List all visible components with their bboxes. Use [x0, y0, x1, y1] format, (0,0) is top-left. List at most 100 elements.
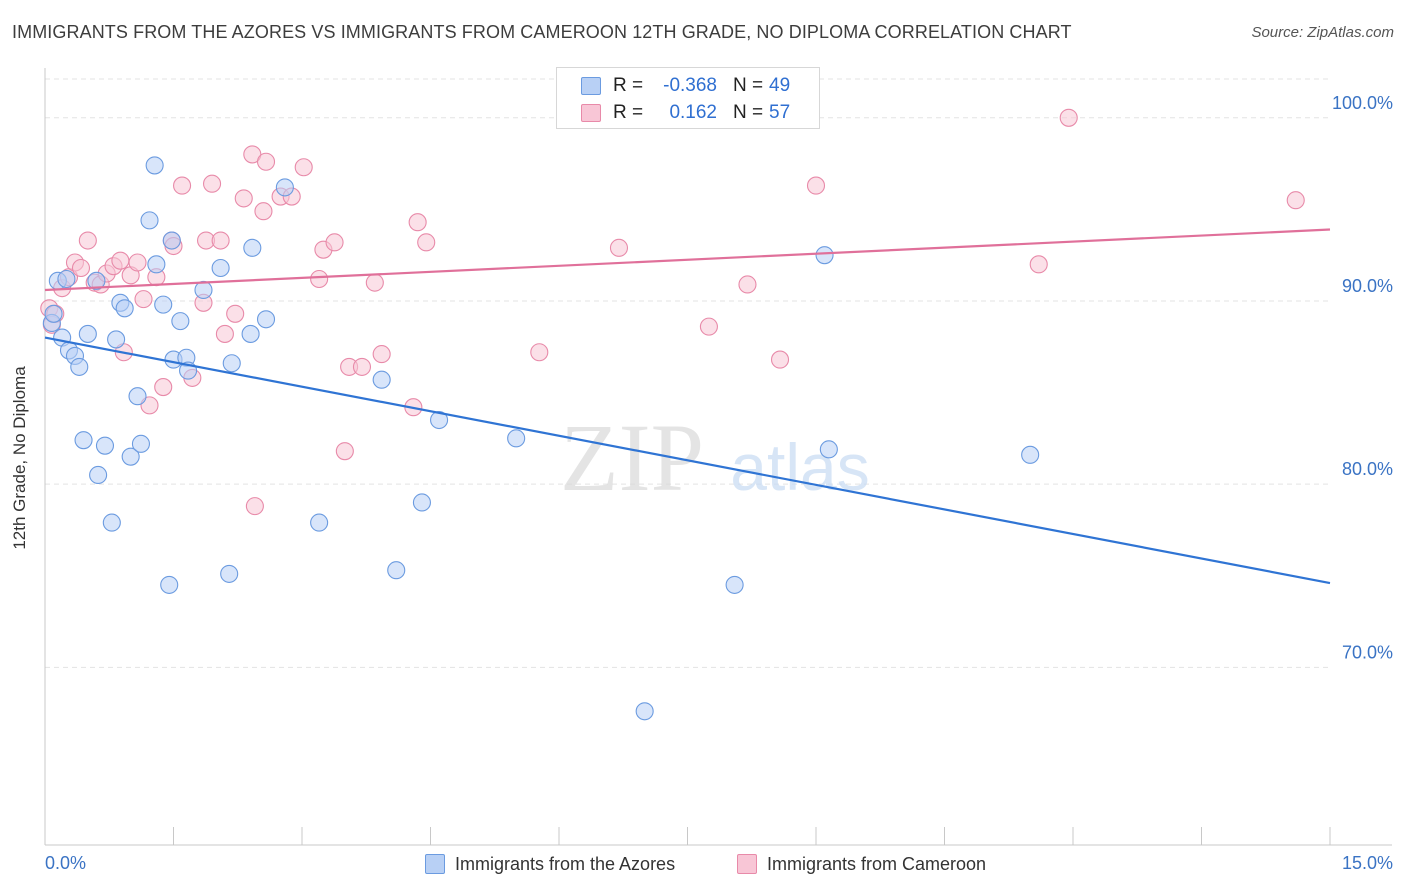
- cameroon-point: [203, 174, 222, 193]
- trend-line-azores: [44, 336, 1331, 585]
- cameroon-point: [738, 275, 757, 294]
- cameroon-point: [408, 213, 427, 232]
- legend-swatch-cameroon: [581, 104, 601, 122]
- azores-point: [275, 178, 294, 197]
- bottom-legend-azores: Immigrants from the Azores: [425, 852, 675, 876]
- legend-r-label: R =: [613, 75, 644, 96]
- source-label: Source: ZipAtlas.com: [1251, 24, 1394, 41]
- azores-point: [89, 465, 108, 485]
- azores-point: [57, 269, 76, 289]
- legend-n-label: N =: [733, 102, 764, 123]
- azores-point: [412, 493, 431, 512]
- azores-point: [128, 387, 147, 406]
- legend-n-value: 49: [769, 75, 791, 96]
- azores-point: [107, 330, 126, 349]
- cameroon-point: [1029, 255, 1048, 274]
- azores-point: [243, 238, 262, 257]
- watermark-atlas: atlas: [730, 430, 869, 504]
- axis-layer: [44, 68, 1392, 846]
- bottom-legend-label-cameroon: Immigrants from Cameroon: [767, 853, 987, 874]
- trend-line-cameroon: [44, 228, 1331, 292]
- azores-point: [154, 295, 173, 314]
- cameroon-point: [78, 231, 97, 250]
- y-tick-label: 80.0%: [1342, 459, 1393, 479]
- x-tick-label: 15.0%: [1342, 853, 1393, 873]
- chart-title: IMMIGRANTS FROM THE AZORES VS IMMIGRANTS…: [12, 22, 1072, 42]
- azores-point: [145, 156, 164, 175]
- azores-point: [74, 431, 93, 450]
- azores-point: [372, 370, 391, 389]
- legend-n-label: N =: [733, 75, 764, 96]
- y-tick-label: 90.0%: [1342, 276, 1393, 296]
- y-tick-label: 100.0%: [1332, 93, 1393, 113]
- cameroon-point: [310, 269, 329, 289]
- series-azores-points: [42, 156, 1040, 721]
- legend-r-value: 0.162: [669, 102, 717, 123]
- azores-point: [725, 575, 744, 594]
- cameroon-point: [335, 442, 354, 461]
- legend-n-value: 57: [769, 102, 791, 123]
- stats-legend: R = -0.368 N = 49 R = 0.162 N = 57: [556, 67, 820, 129]
- azores-point: [147, 255, 166, 274]
- azores-point: [211, 258, 230, 278]
- cameroon-point: [245, 497, 264, 516]
- bottom-legend-cameroon: Immigrants from Cameroon: [737, 852, 986, 876]
- grid-layer: [45, 78, 1330, 668]
- azores-point: [815, 246, 834, 265]
- azores-point: [430, 410, 449, 430]
- cameroon-point: [372, 345, 391, 364]
- cameroon-point: [134, 290, 153, 309]
- cameroon-point: [1286, 191, 1305, 210]
- trend-layer: [44, 228, 1331, 585]
- azores-point: [220, 564, 239, 583]
- cameroon-point: [234, 189, 253, 208]
- cameroon-point: [211, 231, 230, 250]
- azores-point: [194, 280, 213, 300]
- tick-label-layer: 70.0% 80.0% 90.0% 100.0% 0.0% 15.0%: [45, 93, 1393, 873]
- cameroon-point: [254, 202, 273, 221]
- azores-point: [171, 312, 190, 331]
- legend-swatch-azores: [581, 77, 601, 95]
- cameroon-point: [806, 176, 826, 195]
- azores-point: [819, 440, 838, 459]
- azores-point: [131, 434, 150, 453]
- cameroon-point: [173, 176, 192, 195]
- cameroon-point: [609, 238, 629, 257]
- bottom-legend-swatch-cameroon: [737, 854, 757, 874]
- cameroon-point: [226, 304, 245, 323]
- azores-point: [387, 561, 406, 580]
- cameroon-point: [154, 378, 173, 397]
- watermark: ZIP atlas: [560, 404, 870, 511]
- azores-point: [160, 575, 179, 594]
- cameroon-point: [128, 253, 147, 272]
- azores-point: [78, 324, 97, 343]
- azores-point: [241, 324, 260, 343]
- cameroon-point: [530, 343, 549, 362]
- azores-point: [222, 354, 241, 373]
- legend-r-value: -0.368: [663, 75, 717, 96]
- cameroon-point: [417, 233, 436, 252]
- azores-point: [102, 513, 121, 532]
- legend-row-cameroon: R = 0.162 N = 57: [581, 100, 790, 126]
- cameroon-point: [325, 233, 344, 252]
- cameroon-point: [294, 158, 313, 177]
- cameroon-point: [770, 350, 790, 369]
- bottom-legend-label-azores: Immigrants from the Azores: [455, 853, 676, 874]
- azores-point: [121, 447, 140, 466]
- cameroon-point: [140, 396, 159, 415]
- y-tick-label: 70.0%: [1342, 642, 1393, 662]
- azores-point: [115, 299, 134, 318]
- legend-r-label: R =: [613, 102, 644, 123]
- legend-row-azores: R = -0.368 N = 49: [581, 73, 790, 99]
- azores-point: [1021, 445, 1040, 464]
- watermark-zip: ZIP: [560, 404, 704, 511]
- x-tick-label: 0.0%: [45, 853, 86, 873]
- azores-point: [310, 513, 329, 532]
- cameroon-point: [71, 258, 91, 278]
- cameroon-point: [365, 273, 384, 292]
- azores-point: [44, 304, 63, 323]
- cameroon-point: [352, 357, 372, 376]
- azores-point: [162, 231, 181, 250]
- bottom-legend-swatch-azores: [425, 854, 445, 874]
